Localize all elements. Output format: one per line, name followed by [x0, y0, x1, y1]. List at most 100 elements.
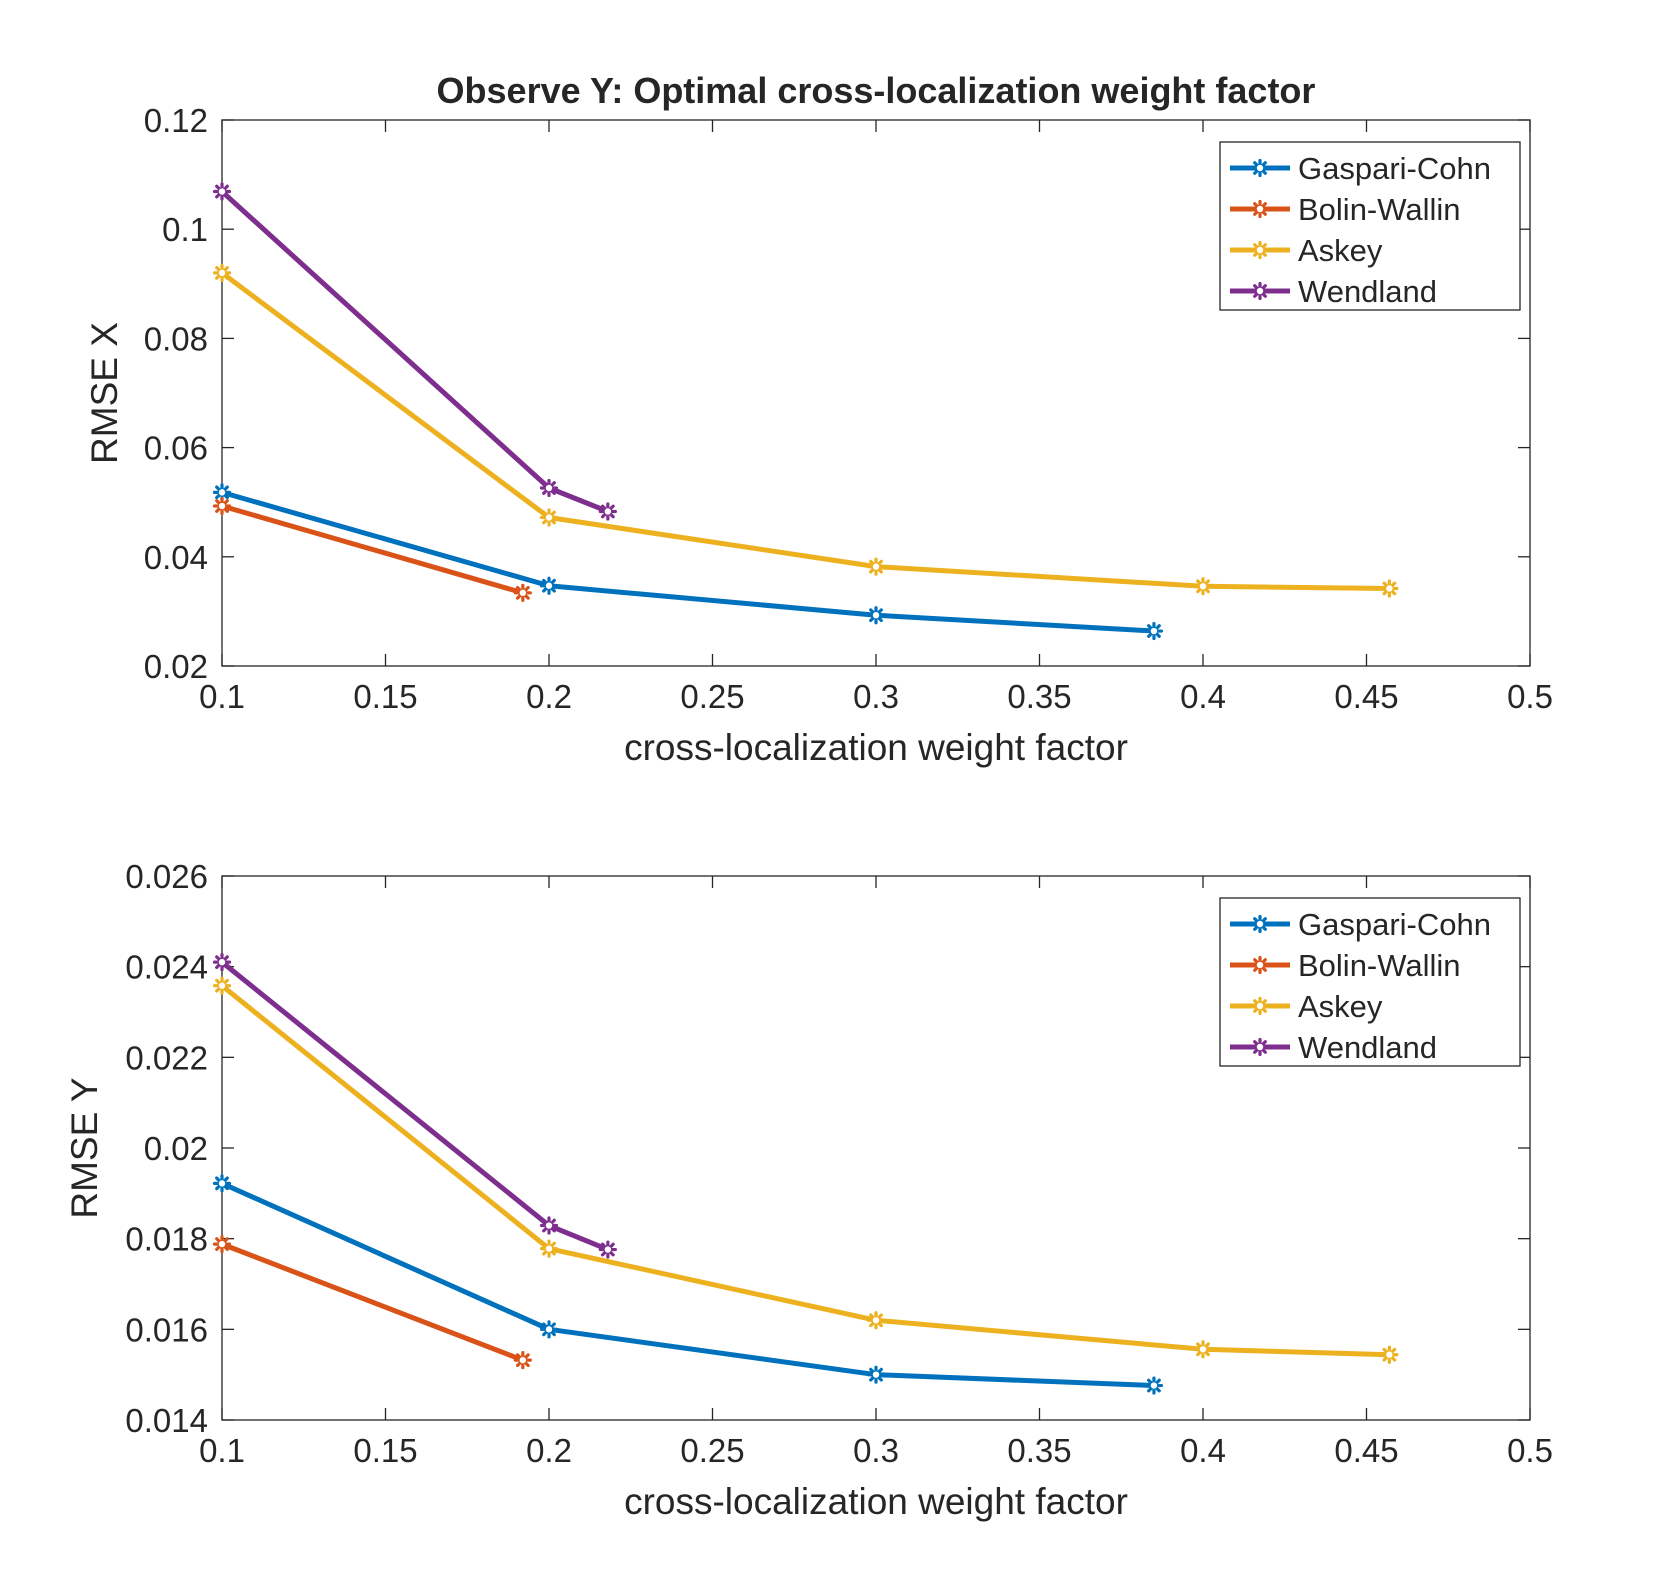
legend-item-gaspari-cohn: Gaspari-Cohn [1230, 907, 1491, 942]
data-point-wendland [212, 182, 232, 201]
legend-label: Wendland [1298, 1030, 1437, 1065]
series-askey [212, 263, 1399, 598]
data-point-gaspari-cohn [866, 606, 886, 625]
marker-center [1150, 627, 1158, 635]
x-tick-label: 0.45 [1334, 678, 1398, 715]
data-point-bolin-wallin [513, 583, 532, 602]
marker-center [1386, 1351, 1393, 1358]
data-point-bolin-wallin [212, 1235, 232, 1254]
x-tick-label: 0.5 [1507, 1432, 1553, 1469]
series-line-bolin-wallin [219, 1241, 526, 1363]
x-tick-label: 0.1 [199, 1432, 245, 1469]
data-point-wendland [598, 502, 617, 521]
series-wendland [212, 182, 617, 521]
legend-label: Askey [1298, 989, 1383, 1024]
series-gaspari-cohn [212, 483, 1164, 641]
data-point-gaspari-cohn [1144, 1376, 1164, 1395]
legend-marker [1250, 996, 1270, 1016]
marker-center [218, 489, 226, 496]
marker-center [218, 502, 226, 510]
x-tick-label: 0.25 [680, 1432, 744, 1469]
marker-center [218, 269, 226, 277]
legend-label: Gaspari-Cohn [1298, 907, 1491, 942]
y-tick-label: 0.026 [125, 858, 208, 895]
marker-center [1199, 583, 1207, 590]
legend-item-bolin-wallin: Bolin-Wallin [1230, 192, 1461, 227]
x-axis-label: cross-localization weight factor [624, 727, 1128, 768]
x-tick-label: 0.2 [526, 678, 572, 715]
data-point-askey [1193, 1340, 1213, 1359]
x-tick-label: 0.35 [1007, 1432, 1071, 1469]
x-tick-label: 0.3 [853, 1432, 899, 1469]
marker-center [872, 1371, 880, 1378]
y-tick-label: 0.018 [125, 1221, 208, 1258]
data-point-askey [866, 1311, 886, 1330]
x-tick-label: 0.5 [1507, 678, 1553, 715]
legend-item-askey: Askey [1230, 989, 1383, 1024]
data-point-askey [1380, 1345, 1399, 1364]
marker-center [218, 958, 226, 966]
legend-marker [1250, 158, 1270, 178]
x-tick-label: 0.3 [853, 678, 899, 715]
x-tick-label: 0.45 [1334, 1432, 1398, 1469]
y-tick-label: 0.016 [125, 1311, 208, 1348]
data-point-bolin-wallin [513, 1351, 532, 1370]
top-subplot-rmse-x: 0.1 0.15 0.2 0.25 0.3 0.35 0.4 0.45 0.5 0.02 0.04 0… [84, 102, 1553, 768]
legend: Gaspari-Cohn Bolin-Wallin Askey Wendland [1219, 897, 1521, 1067]
x-tick-label: 0.1 [199, 678, 245, 715]
y-axis-label: RMSE Y [64, 1077, 105, 1218]
legend-label: Gaspari-Cohn [1298, 151, 1491, 186]
series-line-gaspari-cohn [219, 489, 1157, 634]
marker-center [545, 1222, 553, 1229]
marker-center [519, 589, 527, 597]
marker-center [1386, 585, 1393, 592]
data-point-gaspari-cohn [539, 1320, 559, 1339]
marker-center [872, 563, 880, 570]
x-tick-label: 0.4 [1180, 1432, 1226, 1469]
series-askey [212, 976, 1399, 1364]
legend-item-wendland: Wendland [1230, 274, 1437, 309]
y-tick-label: 0.02 [144, 1130, 208, 1167]
marker-center [1150, 1382, 1158, 1389]
marker-center [872, 1317, 880, 1324]
marker-center [1256, 920, 1264, 928]
data-point-wendland [539, 1216, 559, 1235]
x-tick-label: 0.15 [353, 1432, 417, 1469]
data-point-gaspari-cohn [212, 1174, 232, 1193]
legend-marker [1250, 914, 1270, 934]
y-tick-label: 0.02 [144, 648, 208, 685]
figure-title: Observe Y: Optimal cross-localization we… [437, 70, 1316, 111]
data-point-askey [539, 508, 559, 527]
bottom-subplot-rmse-y: 0.1 0.15 0.2 0.25 0.3 0.35 0.4 0.45 0.5 0.014 0.01… [64, 858, 1553, 1522]
x-tick-label: 0.35 [1007, 678, 1071, 715]
legend-marker [1250, 1037, 1270, 1057]
y-tick-label: 0.04 [144, 539, 208, 576]
marker-center [1256, 961, 1264, 969]
marker-center [1256, 1043, 1264, 1051]
y-tick-label: 0.022 [125, 1039, 208, 1076]
legend-marker [1250, 281, 1270, 301]
series-wendland [212, 953, 617, 1259]
marker-center [545, 514, 553, 521]
series-gaspari-cohn [212, 1174, 1164, 1395]
data-point-wendland [539, 478, 559, 498]
legend-marker [1250, 955, 1270, 975]
marker-center [519, 1356, 527, 1364]
marker-center [1256, 205, 1264, 213]
legend-item-askey: Askey [1230, 233, 1383, 268]
marker-center [545, 1326, 553, 1333]
x-axis-label: cross-localization weight factor [624, 1481, 1128, 1522]
marker-center [545, 484, 553, 492]
marker-center [1256, 287, 1264, 295]
data-point-wendland [212, 953, 232, 972]
y-axis-label: RMSE X [84, 322, 125, 464]
legend: Gaspari-Cohn Bolin-Wallin Askey Wendland [1219, 141, 1521, 311]
series-line-bolin-wallin [219, 503, 526, 596]
y-tick-label: 0.06 [144, 430, 208, 467]
marker-center [1199, 1346, 1207, 1353]
marker-center [545, 1245, 553, 1252]
data-point-bolin-wallin [212, 496, 232, 516]
marker-center [1256, 246, 1264, 254]
legend-label: Bolin-Wallin [1298, 948, 1461, 983]
marker-center [604, 508, 612, 515]
